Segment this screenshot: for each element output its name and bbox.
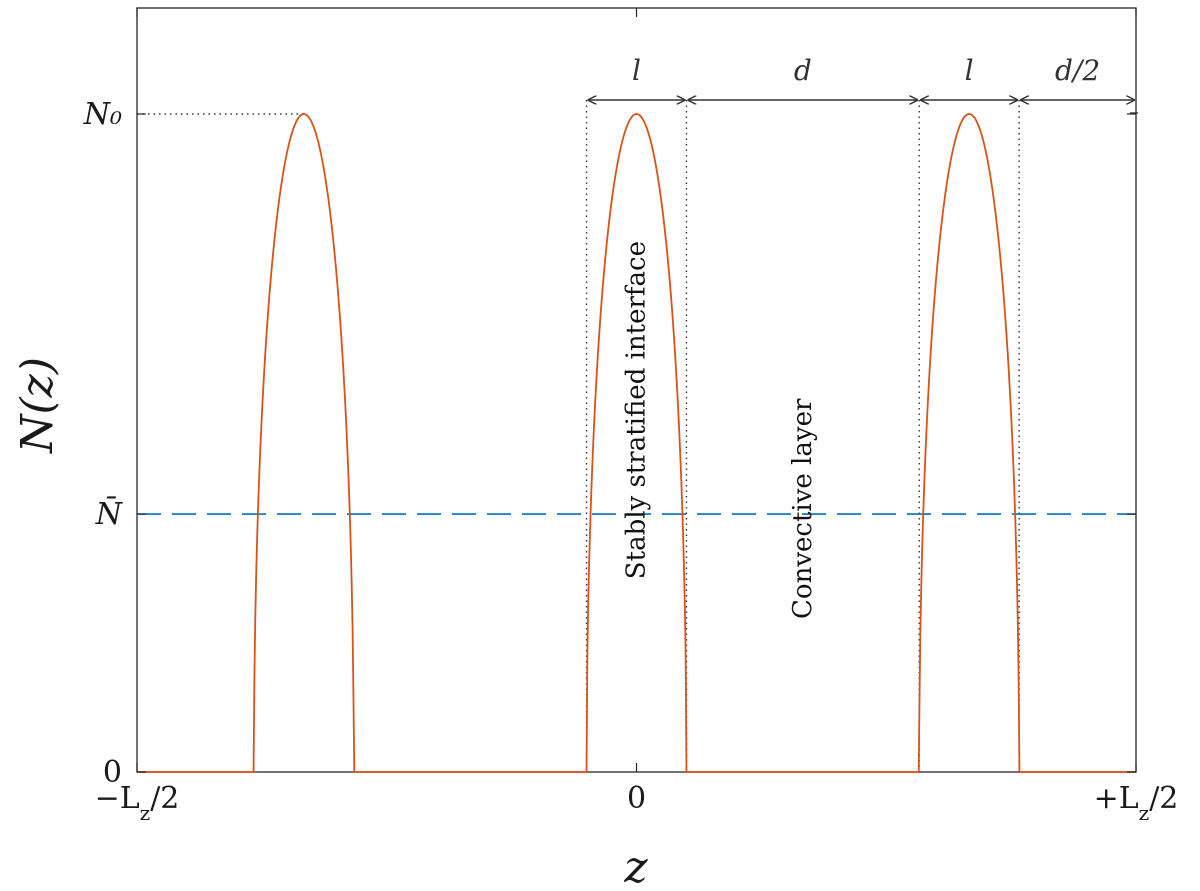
y-tick-label: 0 — [103, 755, 122, 790]
axis-ticks: −Lz/2 0 +Lz/20N̄N₀ — [83, 8, 1179, 825]
dimension-label: l — [632, 54, 641, 87]
y-axis-title: N(z) — [12, 357, 63, 454]
x-axis-title: z — [623, 842, 648, 891]
y-tick-label: N̄ — [95, 496, 124, 532]
dimension-arrows: l d l d/2 — [587, 54, 1138, 114]
annotation-label: Stably stratified interface — [622, 241, 652, 579]
dimension-label: l — [965, 54, 974, 87]
series-layer — [137, 113, 1136, 773]
guide-lines — [137, 100, 1020, 772]
y-tick-label: N₀ — [83, 97, 122, 132]
n-profile-curve — [137, 113, 1136, 773]
annotations: Stably stratified interface Convective la… — [622, 241, 818, 619]
x-tick-label: 0 — [627, 781, 646, 816]
x-tick-label: −Lz/2 — [95, 781, 180, 825]
dimension-label: d/2 — [1055, 54, 1100, 87]
x-tick-label: +Lz/2 — [1094, 781, 1179, 825]
dimension-label: d — [794, 54, 812, 87]
annotation-label: Convective layer — [788, 398, 818, 619]
